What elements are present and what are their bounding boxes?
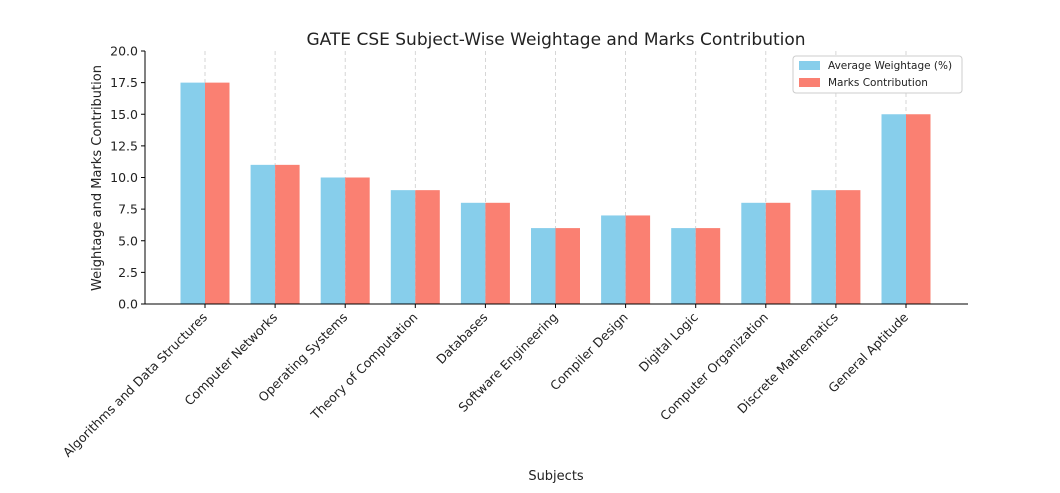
x-tick-label: Compiler Design [547, 310, 631, 394]
y-tick-label: 7.5 [118, 202, 138, 217]
y-tick-label: 2.5 [118, 265, 138, 280]
bar-marks [555, 228, 580, 304]
y-tick-label: 17.5 [110, 75, 138, 90]
y-tick-label: 5.0 [118, 233, 138, 248]
x-tick-label: Databases [433, 310, 490, 367]
legend-label-marks: Marks Contribution [828, 77, 928, 89]
bar-marks [695, 228, 721, 304]
legend-label-weightage: Average Weightage (%) [828, 60, 952, 72]
y-tick-label: 12.5 [110, 138, 138, 153]
bar-marks [205, 82, 230, 304]
bar-weightage [390, 190, 416, 304]
bar-marks [625, 215, 651, 304]
bar-weightage [460, 202, 486, 304]
bar-weightage [250, 164, 276, 304]
bar-weightage [180, 82, 205, 304]
y-tick-label: 20.0 [110, 44, 138, 59]
bar-marks [415, 190, 440, 304]
bar-weightage [531, 228, 556, 304]
legend-swatch-marks [799, 78, 820, 87]
chart-title: GATE CSE Subject-Wise Weightage and Mark… [306, 30, 805, 50]
bar-weightage [320, 177, 346, 304]
bar-marks [835, 190, 861, 304]
bar-marks [765, 202, 791, 304]
legend: Average Weightage (%) Marks Contribution [792, 55, 963, 94]
legend-swatch-weightage [799, 61, 820, 70]
x-tick-label: Algorithms and Data Structures [60, 310, 210, 460]
bar-weightage [741, 202, 766, 304]
y-tick-label: 15.0 [110, 107, 138, 122]
bar-weightage [881, 114, 906, 304]
y-tick-label: 0.0 [118, 297, 138, 312]
bar-marks [275, 164, 300, 304]
bar-marks [906, 114, 931, 304]
y-axis-label: Weightage and Marks Contribution [90, 65, 105, 291]
bar-marks [485, 202, 510, 304]
y-tick-label: 10.0 [110, 170, 138, 185]
bar-weightage [671, 228, 696, 304]
bar-marks [345, 177, 370, 304]
bar-weightage [601, 215, 626, 304]
x-tick-label: Digital Logic [636, 309, 701, 374]
bar-weightage [811, 190, 836, 304]
x-axis-label: Subjects [528, 469, 584, 484]
